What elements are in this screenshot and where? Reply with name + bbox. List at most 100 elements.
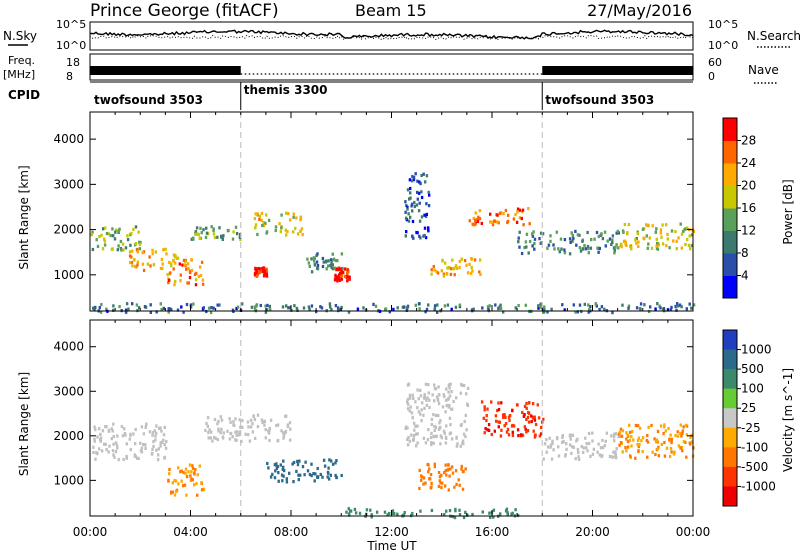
power-cell <box>539 305 543 309</box>
power-cell <box>658 304 661 308</box>
vel-cell <box>640 439 643 443</box>
vel-cell <box>444 469 447 473</box>
power-cell <box>101 247 105 251</box>
vel-cell <box>139 441 142 445</box>
power-cell <box>187 266 190 270</box>
power-cell <box>678 303 682 307</box>
vel-cell <box>185 493 188 497</box>
power-cell <box>331 252 334 256</box>
vel-cell <box>190 470 193 474</box>
vel-cell <box>329 473 332 477</box>
power-cell <box>641 227 645 231</box>
vel-cell <box>273 476 277 480</box>
power-cell <box>329 305 332 309</box>
power-cell <box>552 243 555 247</box>
vel-cell <box>685 433 689 437</box>
power-cell <box>589 305 592 309</box>
vel-cell <box>508 418 511 422</box>
power-cell <box>328 302 332 306</box>
vel-cell <box>292 460 296 465</box>
power-cell <box>172 253 176 257</box>
vel-cell <box>289 438 292 442</box>
power-cell <box>136 263 139 267</box>
power-colorbar-swatch <box>723 118 737 141</box>
vel-cell <box>104 442 107 446</box>
vel-cell <box>244 432 247 436</box>
power-cell <box>110 247 114 251</box>
power-cell <box>690 233 694 237</box>
power-cell <box>612 246 616 250</box>
power-cell <box>479 272 482 276</box>
power-cell <box>690 306 693 310</box>
power-cell <box>231 237 235 241</box>
vel-cell <box>505 430 509 434</box>
power-cell <box>504 208 508 213</box>
vel-cell <box>489 515 492 519</box>
power-cell <box>597 234 600 239</box>
vel-cell <box>282 431 285 435</box>
power-cell <box>346 279 349 283</box>
vel-cell <box>443 471 446 475</box>
power-cell <box>546 310 549 314</box>
power-cell <box>410 202 414 206</box>
vel-cell <box>679 423 682 427</box>
power-cell <box>161 267 164 271</box>
power-cell <box>474 211 477 215</box>
vel-cell <box>679 431 682 435</box>
power-cell <box>514 306 517 310</box>
power-cell <box>587 310 590 314</box>
power-cell <box>486 305 490 309</box>
vel-cell <box>327 471 330 475</box>
power-cell <box>627 222 631 227</box>
vel-cell <box>530 419 533 424</box>
vel-cell <box>445 473 448 477</box>
power-cell <box>549 234 552 238</box>
power-cell <box>497 221 500 225</box>
power-cell <box>102 227 105 231</box>
power-colorbar-tick-label: 28 <box>741 134 756 148</box>
vel-cell <box>100 449 104 453</box>
vel-cell <box>219 431 222 435</box>
power-cell <box>396 306 399 310</box>
power-cell <box>620 242 623 246</box>
vel-cell <box>534 422 538 427</box>
power-cell <box>620 245 623 249</box>
power-cell <box>392 307 395 311</box>
power-cell <box>423 213 426 217</box>
power-cell <box>587 247 590 251</box>
power-cell <box>336 306 340 310</box>
power-cell <box>93 305 97 310</box>
power-cell <box>136 260 140 264</box>
vel-cell <box>498 420 502 424</box>
power-cell <box>493 219 496 223</box>
vel-cell <box>486 407 489 411</box>
power-cell <box>474 222 477 226</box>
power-cell <box>416 231 419 235</box>
vel-cell <box>241 418 244 423</box>
vel-cell <box>490 400 493 404</box>
power-cell <box>232 230 235 234</box>
noise-sky-label: N.Sky <box>3 29 37 43</box>
vel-cell <box>517 434 520 438</box>
vel-cell <box>104 425 107 429</box>
vel-cell <box>151 447 154 452</box>
vel-cell <box>249 418 253 422</box>
vel-cell <box>349 509 352 513</box>
vel-cell <box>304 460 307 464</box>
power-cell <box>181 263 184 267</box>
vel-cell <box>501 413 505 417</box>
power-cell <box>411 179 414 183</box>
vel-cell <box>492 508 496 512</box>
power-cell <box>321 256 325 261</box>
power-cell <box>407 212 410 216</box>
power-cell <box>412 236 415 240</box>
velocity-data <box>92 382 695 520</box>
vel-cell <box>548 436 551 440</box>
vel-cell <box>189 474 192 478</box>
power-cell <box>531 234 535 238</box>
vel-cell <box>460 467 463 471</box>
power-cell <box>96 244 100 248</box>
power-cell <box>523 246 526 250</box>
vel-cell <box>412 396 415 401</box>
power-cell <box>433 307 437 311</box>
